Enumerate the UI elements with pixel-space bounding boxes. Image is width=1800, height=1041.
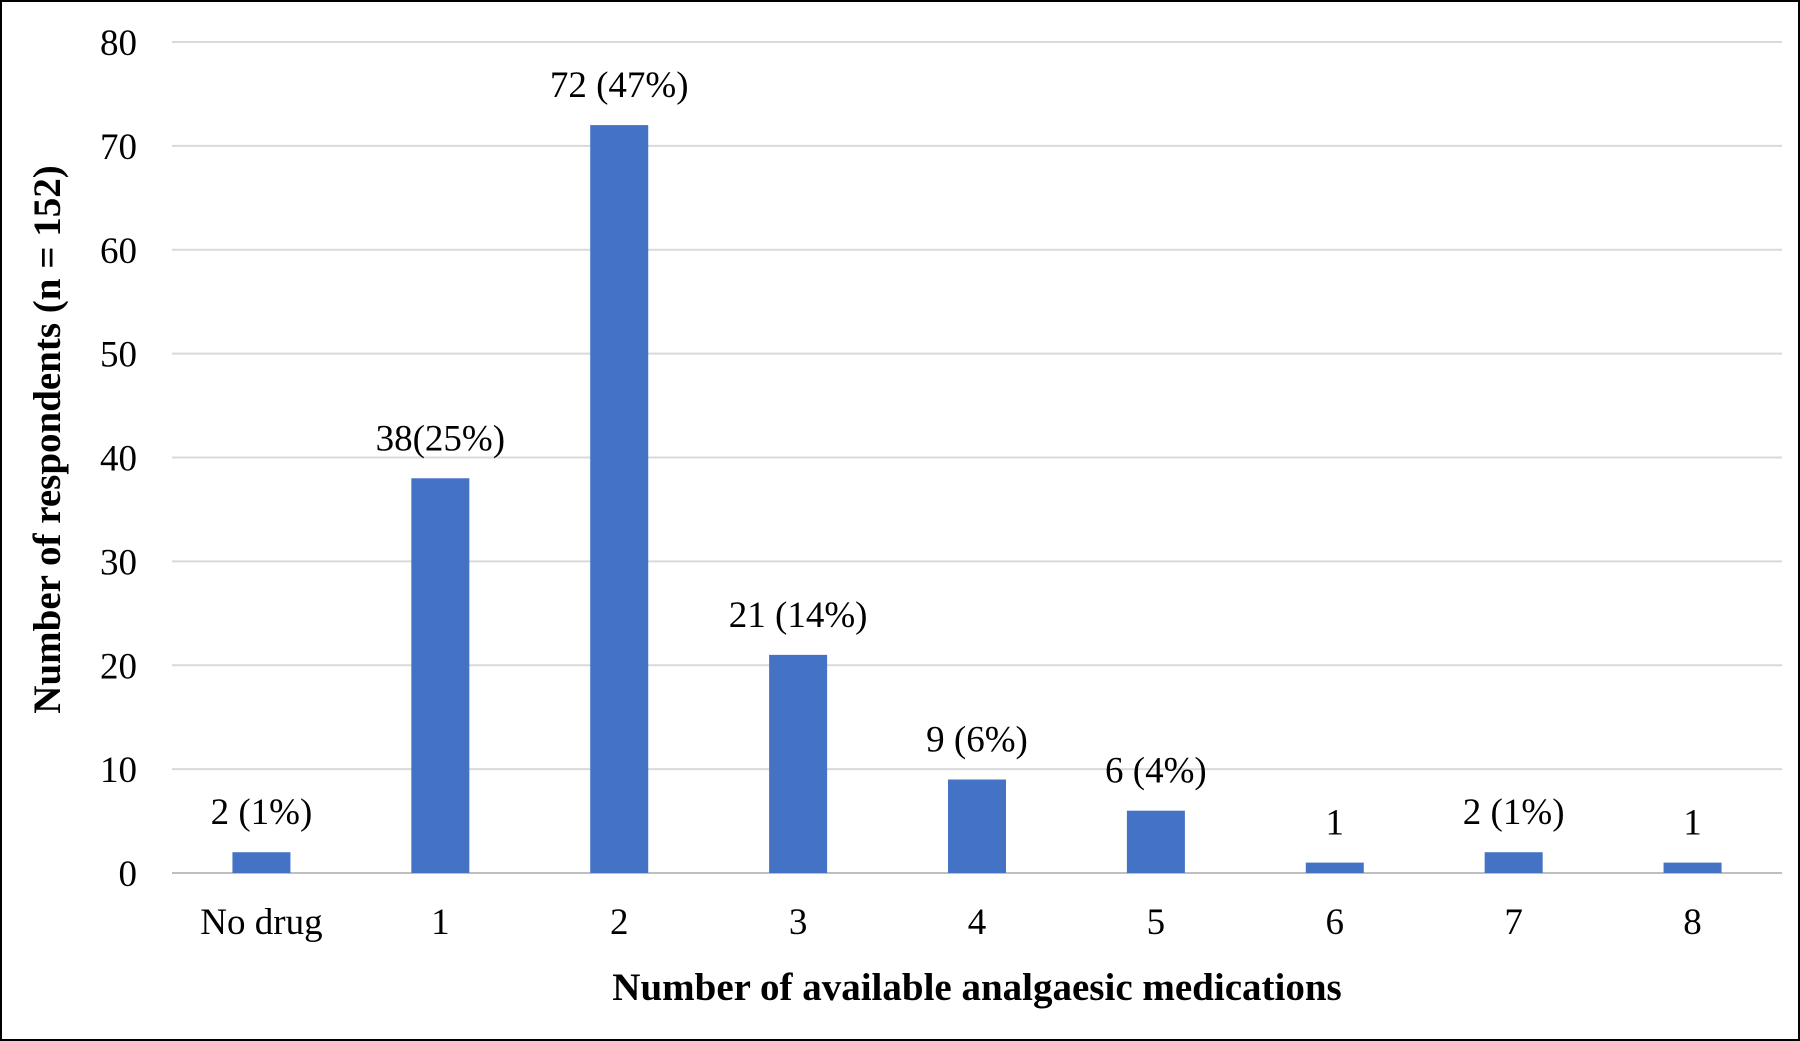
y-tick-label: 50: [100, 335, 137, 376]
bar: [411, 478, 470, 873]
data-labels: 2 (1%) 38(25%) 72 (47%) 21 (14%) 9 (6%) 6 (4%…: [211, 65, 1702, 844]
x-tick-label: No drug: [200, 902, 322, 943]
data-label: 21 (14%): [729, 595, 868, 636]
y-tick-label: 60: [100, 231, 137, 272]
data-label: 1: [1326, 803, 1345, 844]
x-tick-label: 5: [1147, 902, 1166, 943]
y-tick-label: 20: [100, 646, 137, 687]
y-tick-label: 70: [100, 127, 137, 168]
data-label: 9 (6%): [926, 720, 1028, 761]
y-tick-label: 0: [119, 854, 138, 895]
x-axis-ticks: No drug 1 2 3 4 5 6 7 8: [200, 902, 1702, 943]
y-axis-title: Number of respondents (n = 152): [26, 165, 69, 713]
bar: [769, 654, 828, 873]
x-tick-label: 8: [1683, 902, 1702, 943]
bar: [1663, 862, 1722, 873]
data-label: 6 (4%): [1105, 751, 1207, 792]
bar: [590, 125, 649, 874]
data-label: 2 (1%): [211, 792, 313, 833]
y-tick-label: 30: [100, 542, 137, 583]
x-tick-label: 2: [610, 902, 629, 943]
y-tick-label: 10: [100, 750, 137, 791]
x-tick-label: 6: [1326, 902, 1345, 943]
data-label: 2 (1%): [1463, 792, 1565, 833]
y-axis-ticks: 0 10 20 30 40 50 60 70 80: [100, 23, 137, 895]
bar: [232, 852, 291, 873]
x-tick-label: 7: [1504, 902, 1523, 943]
y-tick-label: 80: [100, 23, 137, 64]
bar: [1484, 852, 1543, 873]
x-axis-title: Number of available analgaesic medicatio…: [612, 966, 1341, 1009]
x-tick-label: 1: [431, 902, 450, 943]
x-tick-label: 3: [789, 902, 808, 943]
data-label: 72 (47%): [550, 65, 689, 106]
data-label: 38(25%): [376, 418, 505, 459]
bars: [232, 125, 1722, 874]
y-tick-label: 40: [100, 439, 137, 480]
data-label: 1: [1683, 803, 1702, 844]
bar: [1126, 810, 1185, 873]
x-tick-label: 4: [968, 902, 987, 943]
bar: [948, 779, 1006, 873]
bar: [1305, 862, 1364, 873]
